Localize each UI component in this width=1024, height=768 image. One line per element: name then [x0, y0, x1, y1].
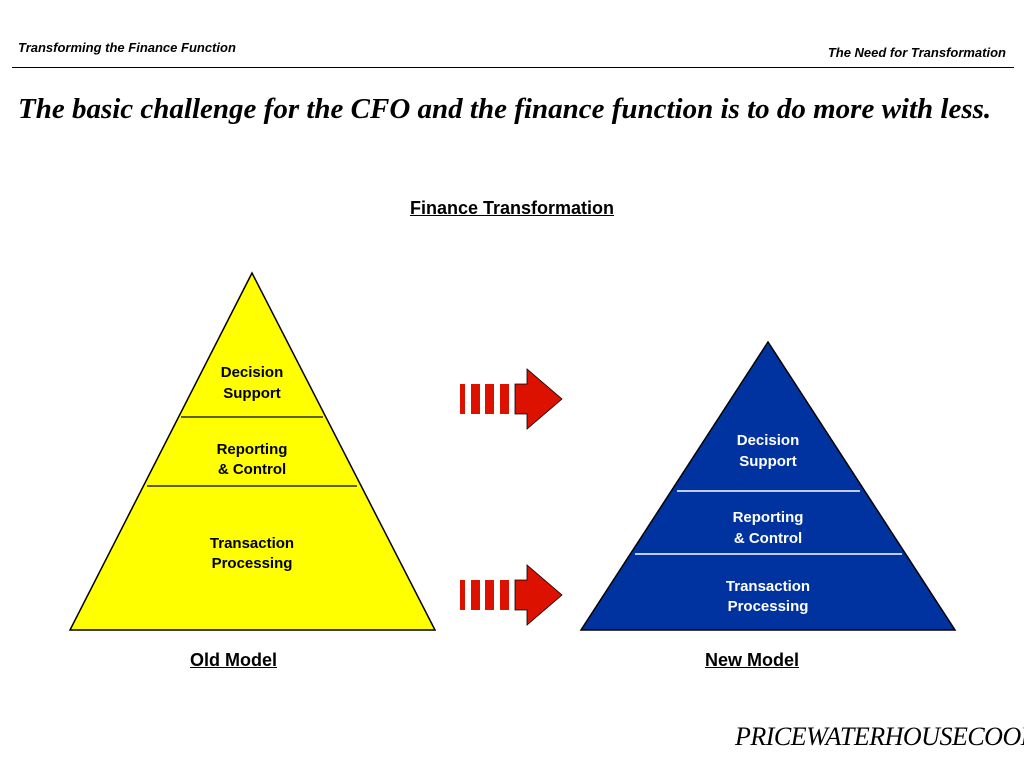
old-model-pyramid: Decision Support Reporting & Control Tra…: [68, 271, 437, 631]
new-layer-reporting-line1: Reporting: [733, 509, 804, 526]
transition-arrow-bottom: [460, 564, 563, 626]
old-layer-reporting-line1: Reporting: [217, 441, 288, 458]
new-model-pyramid: Decision Support Reporting & Control Tra…: [579, 340, 957, 631]
new-layer-transaction-line2: Processing: [728, 598, 809, 615]
old-layer-transaction-line2: Processing: [212, 555, 293, 572]
old-model-triangle: [68, 271, 437, 631]
header-divider: [12, 67, 1014, 68]
new-layer-decision-line1: Decision: [737, 432, 800, 449]
logo-wordmark: PRICEWATERHOUSECOOPERS: [735, 722, 1024, 751]
old-layer-decision-line2: Support: [223, 385, 281, 402]
new-model-triangle: [579, 340, 957, 631]
company-logo: PRICEWATERHOUSECOOPERS PwC: [735, 722, 1024, 752]
header-right-title: The Need for Transformation: [827, 45, 1006, 60]
diagram-title: Finance Transformation: [0, 198, 1024, 219]
diagram-title-text: Finance Transformation: [409, 198, 615, 218]
old-model-label: Old Model: [190, 650, 277, 670]
old-layer-reporting-line2: & Control: [218, 461, 286, 478]
old-layer-decision-line1: Decision: [221, 364, 284, 381]
header-left-title: Transforming the Finance Function: [18, 40, 236, 55]
new-layer-reporting-line2: & Control: [734, 530, 802, 547]
headline: The basic challenge for the CFO and the …: [18, 93, 992, 125]
new-layer-decision-line2: Support: [739, 453, 797, 470]
new-model-label: New Model: [705, 650, 800, 670]
new-layer-transaction-line1: Transaction: [726, 578, 810, 595]
old-layer-transaction-line1: Transaction: [210, 535, 294, 552]
transition-arrow-top: [460, 368, 563, 430]
